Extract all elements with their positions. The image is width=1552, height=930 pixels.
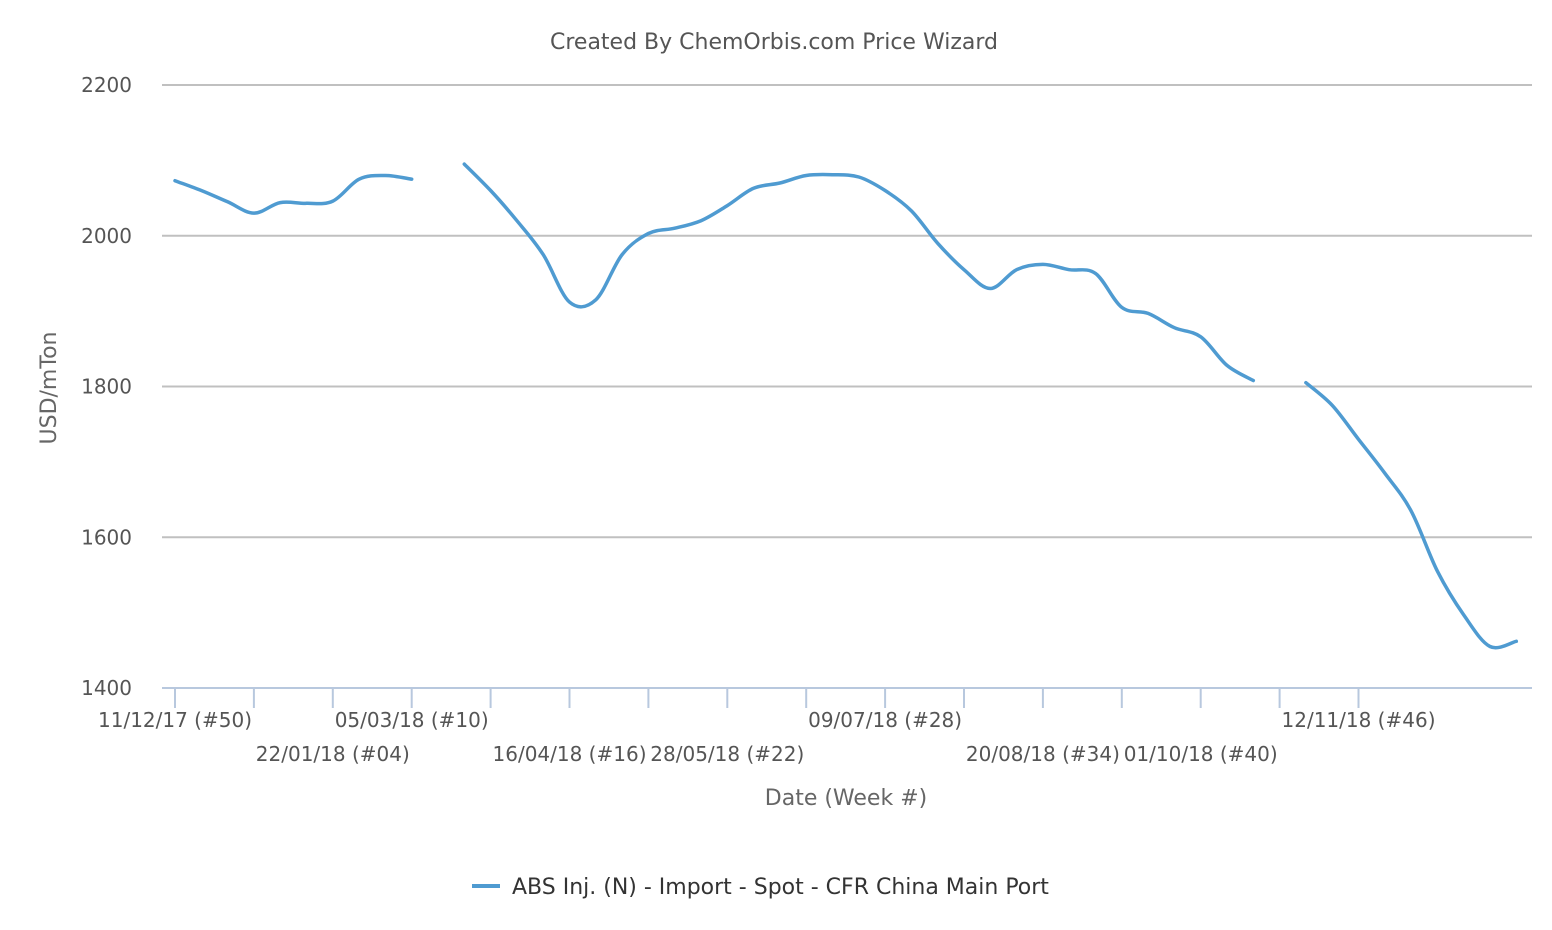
y-tick-label: 1400 <box>81 676 132 700</box>
x-tick-label: 09/07/18 (#28) <box>808 708 962 732</box>
x-tick-label: 05/03/18 (#10) <box>335 708 489 732</box>
legend-item-label[interactable]: ABS Inj. (N) - Import - Spot - CFR China… <box>512 875 1049 900</box>
x-axis-ticks: 11/12/17 (#50)22/01/18 (#04) 05/03/18 (#1… <box>98 688 1436 766</box>
y-axis-label: USD/mTon <box>37 332 62 445</box>
series-line-segment[interactable] <box>462 162 1256 383</box>
series-line-segment[interactable] <box>173 173 414 215</box>
y-axis-tick-labels: 1400 1600 1800 2000 2200 <box>81 73 132 700</box>
series-lines <box>173 162 1519 650</box>
y-tick-label: 1600 <box>81 525 132 549</box>
chart-title: Created By ChemOrbis.com Price Wizard <box>550 30 998 55</box>
x-tick-label: 01/10/18 (#40) <box>1124 742 1278 766</box>
x-tick-label: 11/12/17 (#50) <box>98 708 252 732</box>
y-tick-label: 1800 <box>81 375 132 399</box>
x-tick-label: 20/08/18 (#34) <box>966 742 1120 766</box>
x-tick-label: 22/01/18 (#04) <box>256 742 410 766</box>
x-tick-label: 28/05/18 (#22) <box>650 742 804 766</box>
y-tick-label: 2200 <box>81 73 132 97</box>
series-line-segment[interactable] <box>1304 380 1519 650</box>
x-tick-label: 12/11/18 (#46) <box>1282 708 1436 732</box>
y-tick-label: 2000 <box>81 224 132 248</box>
gridlines <box>162 84 1532 539</box>
x-tick-label: 16/04/18 (#16) <box>493 742 647 766</box>
legend[interactable]: ABS Inj. (N) - Import - Spot - CFR China… <box>472 875 1049 900</box>
x-axis-label: Date (Week #) <box>765 786 927 811</box>
